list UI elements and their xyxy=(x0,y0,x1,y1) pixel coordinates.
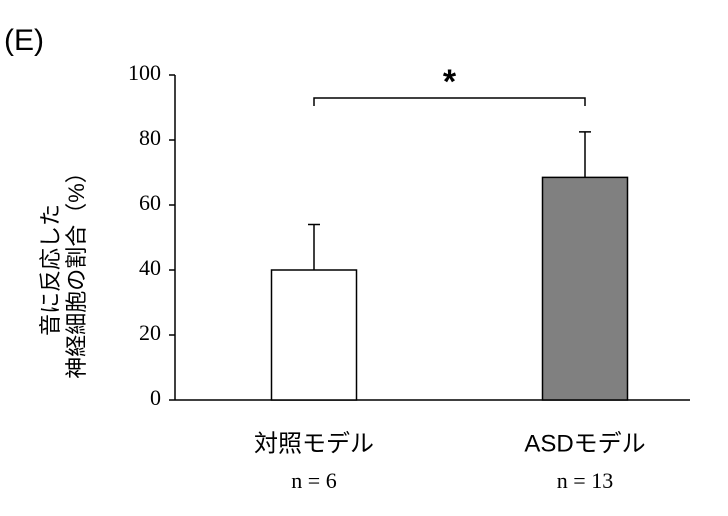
significance-marker: * xyxy=(443,63,457,101)
x-tick-label: ASDモデル xyxy=(524,430,645,457)
y-axis-label-line: 音に反応した xyxy=(38,204,63,336)
y-tick-label: 20 xyxy=(139,320,161,345)
y-tick-label: 0 xyxy=(150,385,161,410)
significance-bracket xyxy=(313,97,586,106)
panel-label: (E) xyxy=(4,24,44,57)
bar xyxy=(541,176,629,401)
sample-size: n = 6 xyxy=(291,468,336,493)
y-tick-label: 40 xyxy=(139,255,161,280)
x-tick-label: 対照モデル xyxy=(254,430,374,457)
y-axis-label-line: 神経細胞の割合（%） xyxy=(64,161,89,379)
sample-size: n = 13 xyxy=(557,468,613,493)
y-tick-label: 60 xyxy=(139,190,161,215)
y-tick-label: 80 xyxy=(139,125,161,150)
bar xyxy=(270,269,358,401)
y-tick-label: 100 xyxy=(128,60,161,85)
y-axis-label: 音に反応した 神経細胞の割合（%） xyxy=(38,161,89,379)
